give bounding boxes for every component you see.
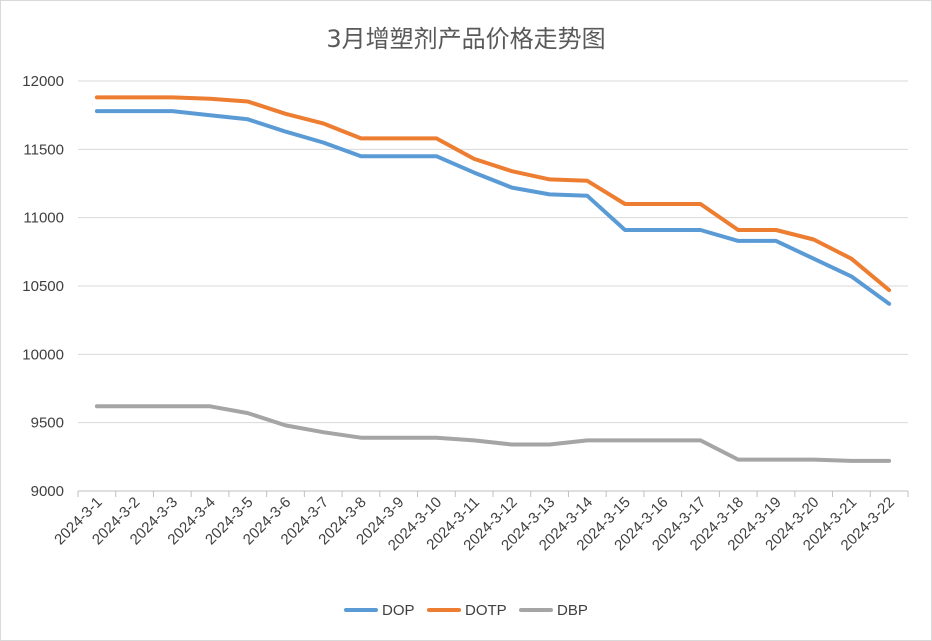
series-lines <box>94 95 892 463</box>
series-line-dbp <box>94 404 892 463</box>
y-tick-label: 9500 <box>31 415 64 432</box>
chart-title: 3月增塑剂产品价格走势图 <box>326 25 605 53</box>
y-tick-label: 10500 <box>22 278 64 295</box>
series-line-dop <box>94 109 892 306</box>
x-axis: 2024-3-12024-3-22024-3-32024-3-42024-3-5… <box>51 491 909 554</box>
y-axis-ticks: 9000 9500 10000 10500 11000 11500 12000 <box>22 73 64 500</box>
y-tick-label: 9000 <box>31 483 64 500</box>
legend-label-dotp: DOTP <box>465 602 507 619</box>
series-line-dotp <box>94 95 892 293</box>
gridlines <box>78 80 908 492</box>
y-tick-label: 11500 <box>23 141 64 158</box>
y-tick-label: 10000 <box>22 346 64 363</box>
y-tick-label: 12000 <box>22 73 64 90</box>
y-tick-label: 11000 <box>23 210 64 227</box>
legend: DOP DOTP DBP <box>344 602 588 619</box>
legend-label-dbp: DBP <box>557 602 588 619</box>
legend-label-dop: DOP <box>382 602 415 619</box>
